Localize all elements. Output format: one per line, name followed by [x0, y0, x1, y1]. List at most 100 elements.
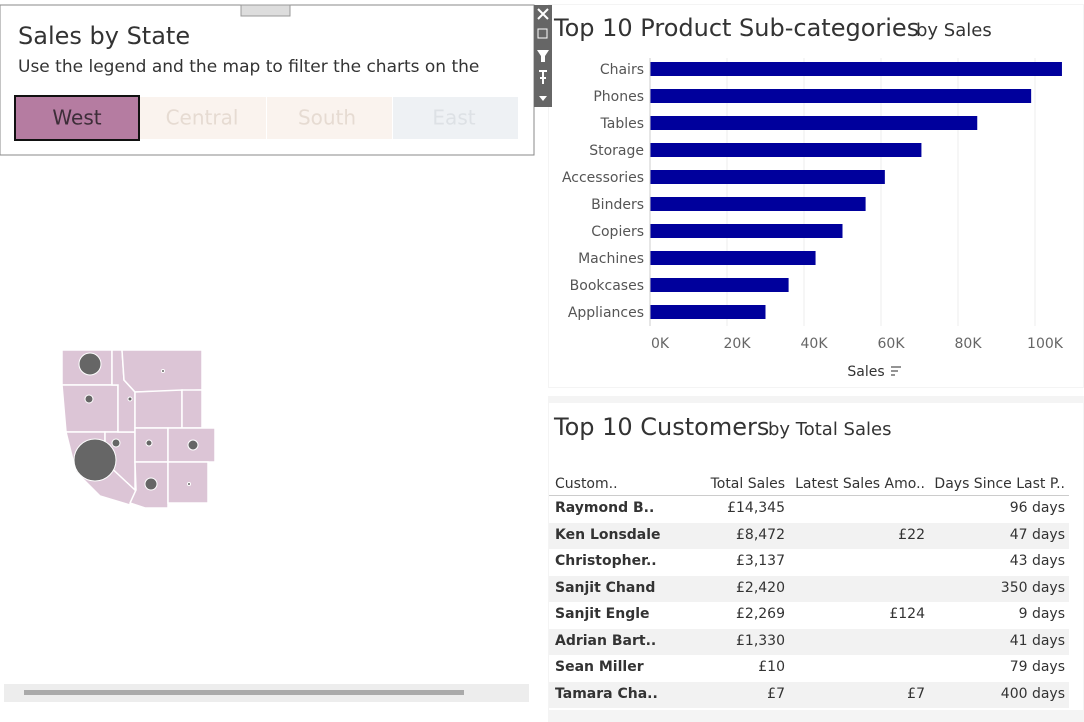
table-cell: 400 days [1000, 685, 1065, 702]
column-header: Custom.. [555, 476, 618, 492]
legend-swatch[interactable] [14, 95, 140, 141]
x-tick-label: 40K [801, 336, 829, 352]
table-cell: £7 [907, 685, 925, 702]
column-header: Total Sales [710, 476, 785, 492]
marker [187, 439, 199, 451]
map-markers [73, 352, 199, 491]
row-header: Ken Lonsdale [555, 526, 661, 543]
row-header: Christopher.. [555, 553, 657, 569]
table-cell: £2,420 [736, 579, 785, 596]
y-tick-label: Appliances [568, 305, 644, 321]
bar [650, 251, 816, 265]
y-tick-label: Machines [578, 251, 644, 267]
x-tick-label: 20K [724, 336, 752, 352]
state [61, 384, 119, 433]
table-cell: £1,330 [736, 632, 785, 649]
marker [187, 482, 191, 486]
menu-button[interactable] [539, 96, 547, 101]
row-header: Sanjit Engle [555, 606, 650, 622]
row-header: Tamara Cha.. [555, 685, 658, 702]
header-rule [549, 495, 1069, 496]
row-band [549, 575, 1069, 602]
row-header: Sanjit Chand [555, 579, 656, 596]
y-tick-label: Tables [600, 116, 645, 132]
bar [650, 62, 1062, 76]
sort-icon[interactable] [891, 366, 901, 376]
y-tick-label: Chairs [600, 62, 644, 78]
bar [650, 116, 978, 130]
bar [650, 197, 866, 211]
table-cell: £3,137 [736, 553, 785, 569]
table-subtitle: by Total Sales [768, 419, 891, 440]
x-tick-label: 100K [1027, 336, 1064, 352]
row-band [549, 628, 1069, 655]
legend-swatch[interactable] [267, 97, 392, 139]
marker [145, 439, 153, 447]
row-band [549, 522, 1069, 549]
marker [84, 394, 94, 404]
y-tick-label: Accessories [562, 170, 644, 186]
bar [650, 278, 789, 292]
chart-subtitle: by Sales [916, 20, 992, 41]
table-cell: 47 days [1009, 526, 1065, 543]
row-header: Raymond B.. [555, 500, 655, 516]
table-cell: 9 days [1018, 606, 1065, 622]
chart-title: Top 10 Product Sub-categories [553, 14, 919, 42]
table-cell: £7 [767, 685, 785, 702]
legend-label[interactable]: West [52, 106, 101, 130]
drag-handle[interactable] [240, 4, 291, 17]
table-cell: 43 days [1009, 553, 1065, 569]
table-cell: 41 days [1009, 632, 1065, 649]
pin-button[interactable] [539, 70, 547, 84]
state [181, 389, 203, 429]
bar [650, 143, 922, 157]
table-cell: £124 [889, 606, 925, 622]
column-header: Days Since Last P.. [934, 476, 1065, 492]
legend-label[interactable]: South [298, 106, 356, 130]
y-tick-label: Bookcases [570, 278, 644, 294]
legend-swatch[interactable] [393, 97, 518, 139]
column-header: Latest Sales Amo.. [795, 476, 925, 492]
close-button[interactable] [537, 8, 549, 20]
x-tick-label: 0K [651, 336, 670, 352]
legend-swatch[interactable] [140, 97, 266, 139]
marker [127, 396, 133, 402]
table-cell: £8,472 [736, 526, 785, 543]
row-band [549, 681, 1069, 708]
table-cell: 350 days [1000, 579, 1065, 596]
legend-label[interactable]: Central [166, 106, 239, 130]
panel [549, 403, 1083, 710]
x-axis-title: Sales [847, 364, 884, 380]
y-tick-label: Copiers [591, 224, 644, 240]
table-cell: £2,269 [736, 606, 785, 622]
bar [650, 305, 766, 319]
row-header: Sean Miller [555, 659, 644, 675]
table-cell: 79 days [1009, 659, 1065, 675]
legend-label[interactable]: East [432, 106, 475, 130]
panel-subtitle: Use the legend and the map to filter the… [18, 57, 479, 77]
y-tick-label: Storage [589, 143, 644, 159]
popout-button[interactable] [537, 28, 548, 39]
x-tick-label: 80K [955, 336, 983, 352]
x-tick-label: 60K [878, 336, 906, 352]
marker [161, 369, 165, 373]
state [134, 389, 183, 429]
panel-title: Sales by State [18, 22, 190, 50]
scrollbar-thumb[interactable] [24, 690, 464, 695]
row-header: Adrian Bart.. [555, 632, 657, 649]
bar [650, 224, 843, 238]
bar [650, 89, 1032, 103]
table-title: Top 10 Customers [553, 413, 769, 441]
marker [111, 438, 121, 448]
marker [73, 438, 117, 482]
y-tick-label: Binders [591, 197, 644, 213]
bar [650, 170, 885, 184]
marker [144, 477, 158, 491]
table-cell: £10 [758, 659, 785, 675]
table-cell: 96 days [1009, 500, 1065, 516]
filter-button[interactable] [537, 50, 549, 62]
table-cell: £14,345 [727, 500, 785, 516]
marker [78, 352, 102, 376]
